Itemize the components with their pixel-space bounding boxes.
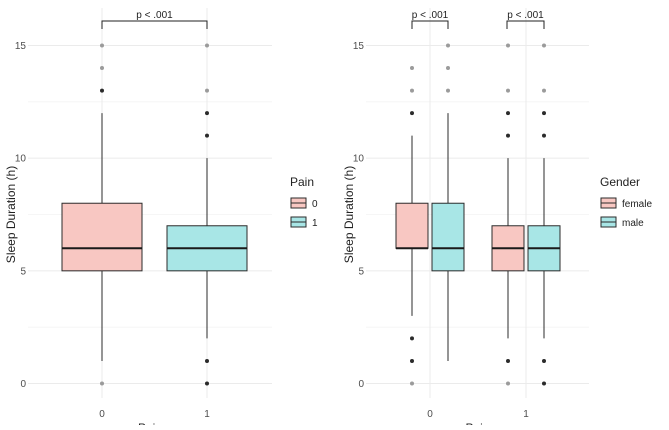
y-tick-label: 0 — [358, 379, 364, 390]
x-tick-label: 1 — [523, 409, 529, 420]
outlier-point — [542, 133, 546, 138]
outlier-point — [542, 111, 546, 116]
legend-label-male: male — [622, 218, 644, 229]
y-tick-label: 5 — [358, 266, 364, 277]
x-axis-title: Pain — [138, 421, 162, 425]
outlier-point — [410, 336, 414, 341]
outlier-point — [410, 66, 414, 71]
outlier-point — [542, 358, 546, 363]
bracket-line — [101, 20, 208, 29]
x-tick-label: 1 — [204, 409, 210, 420]
panel-2: p < .001 p < .001 — [366, 8, 617, 398]
y-axis-title: Sleep Duration (h) — [342, 166, 356, 263]
box-0-female — [395, 66, 429, 386]
outlier-point — [542, 43, 546, 48]
outlier-point — [410, 358, 414, 363]
outlier-point — [506, 133, 510, 138]
outlier-point — [410, 381, 414, 386]
outlier-point — [205, 133, 209, 138]
outlier-point — [100, 66, 104, 71]
box-1-1 — [166, 43, 248, 386]
legend-label-1: 1 — [312, 218, 318, 229]
legend-label-female: female — [622, 199, 652, 210]
box-iqr — [61, 202, 143, 272]
significance-bracket: p < .001 — [101, 10, 208, 29]
y-tick-label: 15 — [15, 41, 27, 52]
outlier-point — [446, 43, 450, 48]
box-iqr — [431, 202, 465, 272]
outlier-point — [205, 43, 209, 48]
outlier-point — [205, 381, 209, 386]
panel-1: p < .001 — [28, 8, 307, 398]
outlier-point — [506, 43, 510, 48]
outlier-point — [506, 381, 510, 386]
significance-bracket: p < .001 — [506, 10, 545, 29]
bracket-label: p < .001 — [136, 10, 173, 21]
box-1-female — [491, 43, 525, 386]
bracket-label: p < .001 — [507, 10, 544, 21]
x-tick-label: 0 — [99, 409, 105, 420]
bracket-label: p < .001 — [412, 10, 449, 21]
outlier-point — [410, 111, 414, 116]
outlier-point — [506, 111, 510, 116]
x-tick-label: 0 — [427, 409, 433, 420]
y-tick-label: 5 — [20, 266, 26, 277]
y-tick-label: 10 — [15, 154, 27, 165]
box-0-male — [431, 43, 465, 361]
outlier-point — [506, 358, 510, 363]
outlier-point — [542, 381, 546, 386]
legend-title: Pain — [290, 175, 314, 189]
outlier-point — [542, 88, 546, 93]
y-axis-title: Sleep Duration (h) — [4, 166, 18, 263]
legend-title: Gender — [600, 175, 640, 189]
outlier-point — [506, 88, 510, 93]
bracket-line — [411, 20, 449, 29]
bracket-line — [506, 20, 545, 29]
outlier-point — [100, 381, 104, 386]
outlier-point — [205, 111, 209, 116]
outlier-point — [410, 88, 414, 93]
outlier-point — [100, 88, 104, 93]
box-1-male — [527, 43, 561, 386]
y-tick-label: 10 — [353, 154, 365, 165]
x-axis-title: Pain — [465, 421, 489, 425]
significance-bracket: p < .001 — [411, 10, 449, 29]
box-0-0 — [61, 43, 143, 386]
outlier-point — [446, 66, 450, 71]
box-iqr — [395, 202, 429, 249]
y-tick-label: 0 — [20, 379, 26, 390]
outlier-point — [446, 88, 450, 93]
outlier-point — [100, 43, 104, 48]
outlier-point — [205, 88, 209, 93]
outlier-point — [205, 358, 209, 363]
y-tick-label: 15 — [353, 41, 365, 52]
legend-label-0: 0 — [312, 199, 318, 210]
